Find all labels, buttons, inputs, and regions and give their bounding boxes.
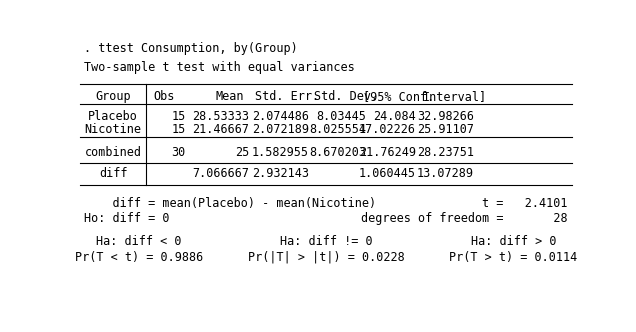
Text: combined: combined <box>85 146 142 159</box>
Text: 17.02226: 17.02226 <box>359 123 416 136</box>
Text: 21.76249: 21.76249 <box>359 146 416 159</box>
Text: . ttest Consumption, by(Group): . ttest Consumption, by(Group) <box>85 42 298 55</box>
Text: Ha: diff > 0: Ha: diff > 0 <box>471 234 556 248</box>
Text: Obs: Obs <box>153 90 175 103</box>
Text: 2.932143: 2.932143 <box>252 167 308 180</box>
Text: 28.23751: 28.23751 <box>417 146 474 159</box>
Text: Mean: Mean <box>216 90 244 103</box>
Text: Std. Err.: Std. Err. <box>256 90 319 103</box>
Text: Pr(|T| > |t|) = 0.0228: Pr(|T| > |t|) = 0.0228 <box>247 251 404 264</box>
Text: 32.98266: 32.98266 <box>417 110 474 123</box>
Text: 13.07289: 13.07289 <box>417 167 474 180</box>
Text: 8.025554: 8.025554 <box>309 123 366 136</box>
Text: 7.066667: 7.066667 <box>193 167 249 180</box>
Text: [95% Conf.: [95% Conf. <box>363 90 434 103</box>
Text: 2.072189: 2.072189 <box>252 123 308 136</box>
Text: 8.03445: 8.03445 <box>317 110 366 123</box>
Text: Two-sample t test with equal variances: Two-sample t test with equal variances <box>85 61 355 74</box>
Text: Pr(T > t) = 0.0114: Pr(T > t) = 0.0114 <box>449 251 577 264</box>
Text: Pr(T < t) = 0.9886: Pr(T < t) = 0.9886 <box>74 251 203 264</box>
Text: Ho: diff = 0: Ho: diff = 0 <box>85 211 170 224</box>
Text: Placebo: Placebo <box>88 110 138 123</box>
Text: 8.670203: 8.670203 <box>309 146 366 159</box>
Text: 24.084: 24.084 <box>373 110 416 123</box>
Text: 25: 25 <box>235 146 249 159</box>
Text: 21.46667: 21.46667 <box>193 123 249 136</box>
Text: 1.060445: 1.060445 <box>359 167 416 180</box>
Text: 2.074486: 2.074486 <box>252 110 308 123</box>
Text: degrees of freedom =       28: degrees of freedom = 28 <box>361 211 567 224</box>
Text: 25.91107: 25.91107 <box>417 123 474 136</box>
Text: Interval]: Interval] <box>423 90 487 103</box>
Text: 1.582955: 1.582955 <box>252 146 308 159</box>
Text: Ha: diff < 0: Ha: diff < 0 <box>96 234 181 248</box>
Text: Nicotine: Nicotine <box>85 123 142 136</box>
Text: diff = mean(Placebo) - mean(Nicotine): diff = mean(Placebo) - mean(Nicotine) <box>85 197 377 210</box>
Text: t =   2.4101: t = 2.4101 <box>482 197 567 210</box>
Text: Ha: diff != 0: Ha: diff != 0 <box>280 234 372 248</box>
Text: 15: 15 <box>171 123 186 136</box>
Text: Std. Dev.: Std. Dev. <box>314 90 378 103</box>
Text: Group: Group <box>95 90 131 103</box>
Text: 15: 15 <box>171 110 186 123</box>
Text: 28.53333: 28.53333 <box>193 110 249 123</box>
Text: 30: 30 <box>171 146 186 159</box>
Text: diff: diff <box>99 167 127 180</box>
